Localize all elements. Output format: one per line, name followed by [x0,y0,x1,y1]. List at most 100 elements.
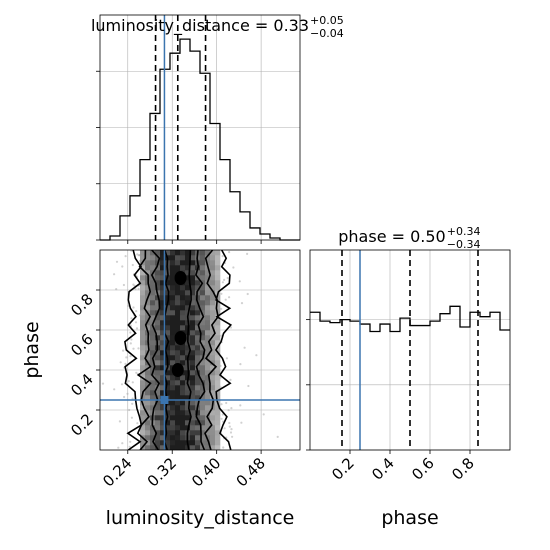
y-axis-label-phase: phase [21,321,43,378]
joint-sample-point [121,442,124,445]
joint-density-cell [195,375,201,381]
luminosity-distance-histogram [100,38,300,241]
joint-density-cell [155,390,161,396]
joint-density-cell [200,420,206,426]
joint-density-cell [210,355,216,361]
joint-density-cell [205,330,211,336]
joint-density-cell [175,430,181,436]
joint-density-cell [210,410,216,416]
joint-density-cell [190,375,196,381]
joint-density-cell [155,400,161,406]
joint-density-cell [160,265,166,271]
joint-density-cell [160,310,166,316]
joint-yticks: 0.2 0.4 0.6 0.8 [67,289,100,440]
joint-density-cell [165,330,171,336]
joint-sample-point [132,283,135,286]
joint-density-cell [180,405,186,411]
joint-density-cell [200,305,206,311]
joint-sample-point [115,288,118,291]
joint-density-cell [185,255,191,261]
joint-sample-point [225,357,228,360]
joint-ytick-label: 0.2 [67,410,97,440]
joint-density-cell [145,260,151,266]
joint-density-cell [210,425,216,431]
joint-density-cell [170,335,176,341]
joint-density-cell [160,425,166,431]
joint-density-cell [170,415,176,421]
joint-density-cell [155,325,161,331]
joint-density-cell [175,255,181,261]
joint-density-cell [180,415,186,421]
joint-density-cell [160,270,166,276]
joint-sample-point [223,278,226,281]
luminosity-distance-title-upper-error: +0.05 [310,14,344,27]
joint-contour-line [204,250,219,450]
joint-density-cell [180,395,186,401]
joint-density-panel: 0.24 0.32 0.40 0.48 0.2 0.4 0.6 0.8 [67,249,301,490]
joint-sample-point [129,440,132,443]
joint-density-cell [195,315,201,321]
joint-density-cell [145,300,151,306]
joint-density-cell [185,405,191,411]
joint-density-cell [215,330,221,336]
joint-sample-point [230,407,233,410]
joint-density-cell [155,305,161,311]
joint-truth-lines [100,250,300,450]
joint-sample-point [127,380,130,383]
joint-xticks: 0.24 0.32 0.40 0.48 [99,450,269,490]
joint-sample-point [221,413,224,416]
joint-density-cell [200,395,206,401]
joint-sample-point [137,347,140,350]
joint-density-cell [170,295,176,301]
joint-contour-peak [174,271,187,285]
joint-density-cell [190,385,196,391]
joint-contour-peak [174,331,187,345]
joint-density-cell [140,295,146,301]
joint-density-cell [160,325,166,331]
joint-density-cell [210,320,216,326]
joint-density-cell [170,425,176,431]
joint-density-cell [160,420,166,426]
joint-density-cell [215,265,221,271]
joint-sample-point [220,292,223,295]
joint-density-cell [205,380,211,386]
joint-sample-point [119,361,122,364]
joint-density-cell [195,285,201,291]
joint-xtick-label: 0.48 [233,454,269,490]
joint-density-cell [210,345,216,351]
joint-contour-line [124,250,143,450]
joint-density-cell [200,260,206,266]
joint-density-cell [145,440,151,446]
joint-density-cell [190,255,196,261]
joint-density-cell [205,360,211,366]
joint-density-cell [180,410,186,416]
joint-density-cell [160,390,166,396]
joint-sample-point [89,401,91,403]
joint-density-cell [180,315,186,321]
joint-contour-line [214,250,233,450]
joint-density-cell [160,260,166,266]
joint-density-cell [155,440,161,446]
joint-density-cell [185,300,191,306]
joint-density-cell [195,395,201,401]
joint-density-cell [140,265,146,271]
joint-density-cell [150,350,156,356]
joint-density-cell [205,405,211,411]
joint-density-cell [145,315,151,321]
joint-contour-line [136,250,152,450]
joint-density-cell [210,390,216,396]
joint-density-cell [190,295,196,301]
joint-density-cell [170,290,176,296]
joint-density-cell [145,355,151,361]
joint-density-cell [190,355,196,361]
joint-density-cell [200,375,206,381]
joint-sample-point [131,402,134,405]
joint-density-cell [165,320,171,326]
joint-density-cell [170,410,176,416]
joint-density-cell [215,365,221,371]
joint-density-cell [160,360,166,366]
joint-sample-point [117,446,120,449]
joint-density-cell [205,275,211,281]
joint-density-cell [205,425,211,431]
joint-density-cell [150,430,156,436]
